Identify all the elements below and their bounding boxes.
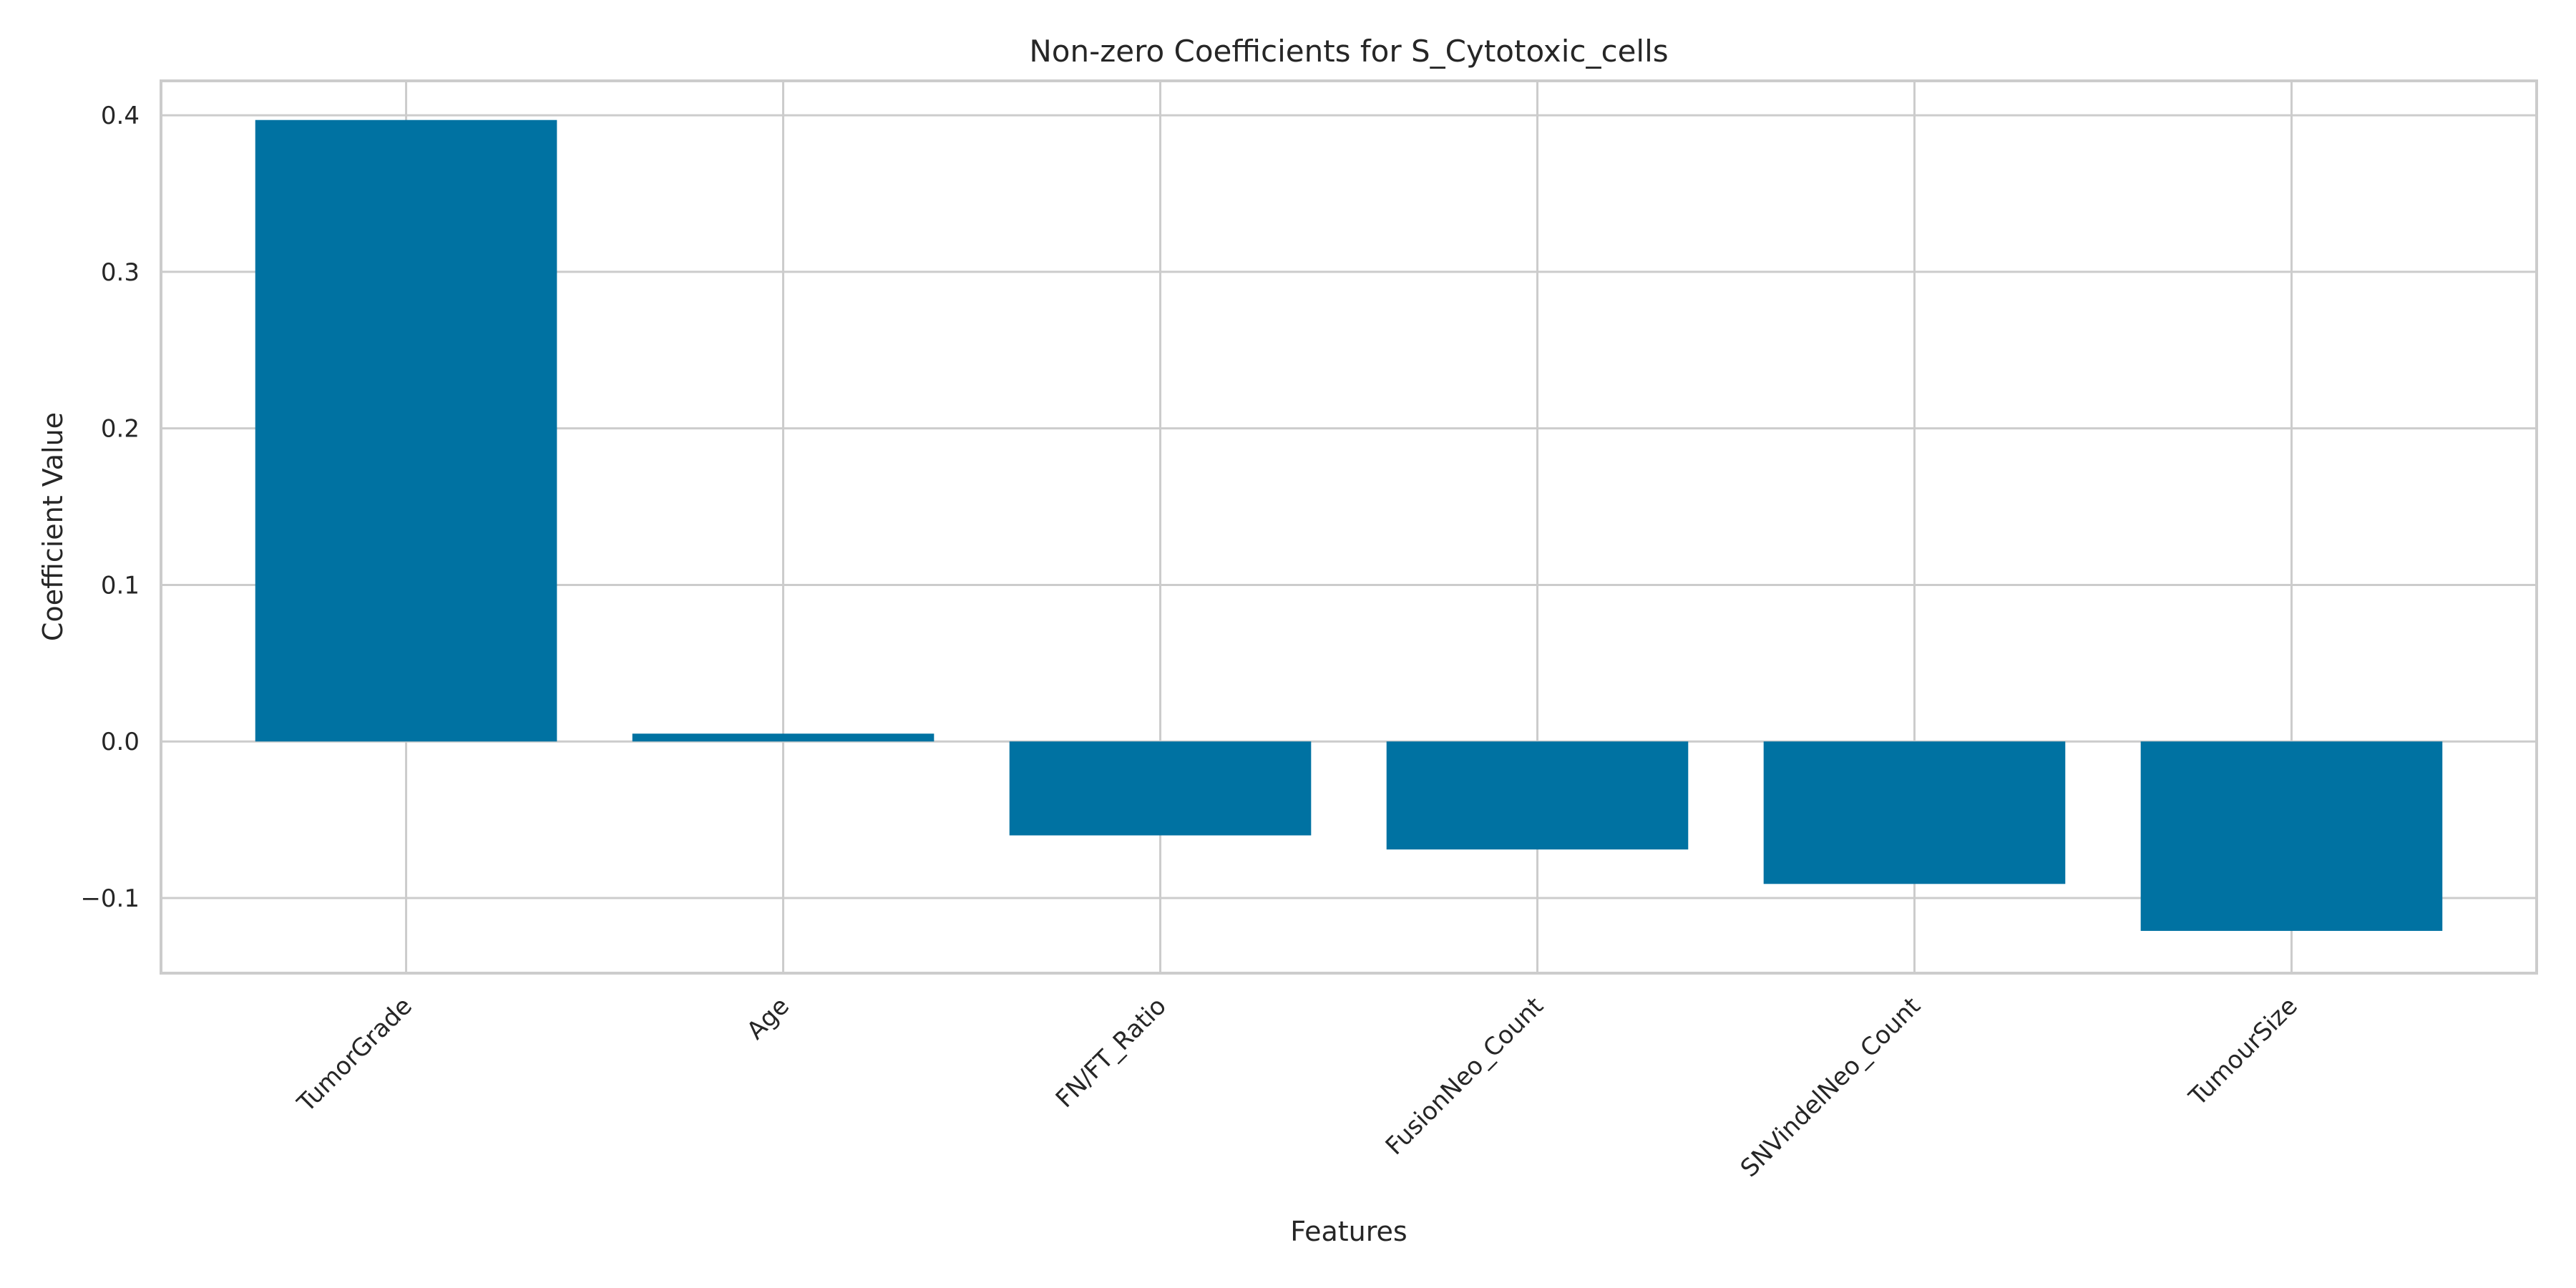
x-tick-label: TumorGrade [291,992,418,1118]
x-axis-label: Features [1290,1216,1407,1247]
y-tick-label: 0.0 [101,728,140,756]
y-tick-label: 0.1 [101,571,140,600]
bar [1763,741,2066,884]
x-tick-label: SNVindelNeo_Count [1735,992,1926,1183]
y-tick-label: 0.2 [101,415,140,444]
bar [1386,741,1689,850]
x-tick-label: Age [741,992,795,1045]
chart-title: Non-zero Coefficients for S_Cytotoxic_ce… [1029,34,1668,69]
x-tick-label: TumourSize [2183,992,2303,1112]
y-tick-labels: −0.1 0.0 0.1 0.2 0.3 0.4 [80,102,140,913]
bar [1009,741,1312,836]
x-tick-label: FusionNeo_Count [1380,992,1549,1161]
x-tick-label: FN/FT_Ratio [1050,992,1172,1113]
bars [255,119,2443,931]
y-tick-label: 0.3 [101,258,140,287]
x-tick-labels: TumorGrade Age FN/FT_Ratio FusionNeo_Count S… [291,992,2303,1183]
y-tick-label: 0.4 [101,102,140,130]
plot-frame [160,79,2538,975]
bar [2140,741,2443,931]
bar [632,733,935,742]
y-axis-label: Coefficient Value [37,412,69,641]
bar [255,119,557,742]
y-tick-label: −0.1 [80,884,140,913]
